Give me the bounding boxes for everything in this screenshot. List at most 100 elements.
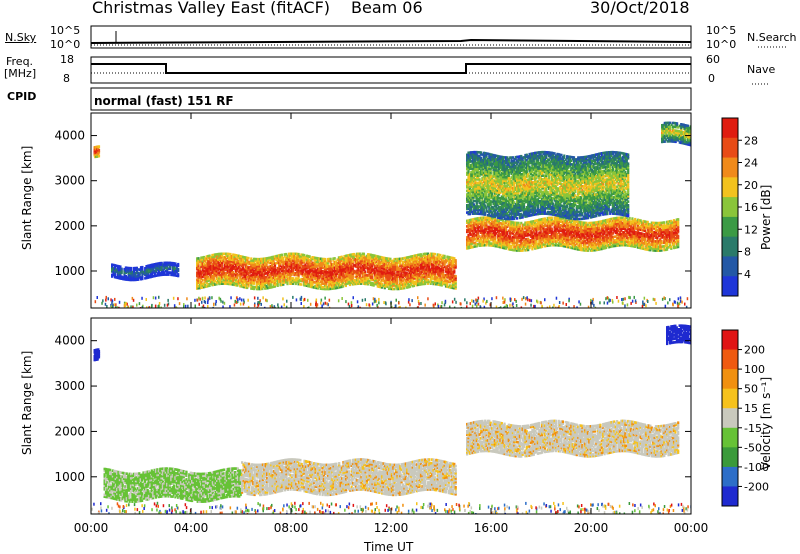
data-cell — [325, 280, 328, 284]
data-cell — [419, 265, 423, 269]
data-cell — [339, 269, 342, 272]
data-cell — [335, 263, 338, 267]
data-cell — [317, 258, 320, 262]
data-cell — [222, 274, 225, 278]
data-cell — [550, 233, 553, 236]
data-cell — [468, 233, 471, 237]
data-cell — [491, 227, 494, 231]
data-cell — [538, 235, 541, 238]
data-cell — [203, 266, 206, 269]
data-cell — [496, 230, 499, 234]
data-cell — [466, 245, 469, 248]
data-cell — [250, 266, 253, 270]
data-cell — [579, 221, 583, 224]
data-cell — [328, 285, 331, 289]
data-cell — [400, 267, 403, 271]
data-cell — [437, 266, 441, 270]
data-cell — [209, 278, 213, 282]
data-cell — [466, 219, 469, 223]
data-cell — [350, 262, 353, 265]
data-cell — [403, 265, 406, 269]
data-cell — [317, 262, 320, 265]
data-cell — [380, 275, 384, 279]
data-cell — [596, 241, 599, 244]
data-cell — [529, 224, 533, 227]
data-cell — [577, 248, 580, 251]
data-cell — [120, 271, 123, 275]
data-cell — [255, 286, 258, 289]
data-cell — [568, 238, 571, 242]
data-cell — [554, 234, 558, 238]
data-cell — [335, 272, 338, 276]
data-cell — [606, 238, 609, 242]
data-cell — [631, 243, 634, 246]
data-cell — [131, 278, 134, 282]
data-cell — [517, 221, 520, 225]
data-cell — [432, 258, 435, 261]
data-cell — [475, 217, 478, 220]
data-cell — [200, 270, 203, 274]
data-cell — [260, 273, 263, 277]
data-cell — [251, 261, 254, 264]
data-cell — [360, 271, 363, 275]
data-cell — [232, 255, 235, 258]
data-cell — [563, 243, 566, 246]
data-cell — [574, 227, 577, 230]
data-cell — [595, 223, 598, 226]
data-cell — [311, 272, 314, 276]
data-cell — [301, 279, 304, 283]
data-cell — [260, 257, 263, 261]
data-cell — [298, 255, 302, 258]
data-cell — [609, 234, 612, 238]
data-cell — [414, 270, 417, 273]
data-cell — [579, 223, 583, 226]
data-cell — [418, 272, 421, 276]
data-cell — [414, 259, 417, 263]
data-cell — [408, 269, 411, 273]
data-cell — [168, 267, 172, 271]
data-cell — [453, 279, 456, 283]
data-cell — [520, 229, 523, 232]
data-cell — [173, 274, 176, 277]
data-cell — [399, 287, 402, 290]
data-cell — [485, 225, 488, 229]
data-cell — [283, 273, 286, 277]
data-cell — [347, 266, 350, 269]
data-cell — [586, 241, 589, 245]
data-cell — [592, 245, 595, 248]
data-cell — [582, 223, 585, 226]
data-cell — [347, 264, 350, 268]
data-cell — [404, 282, 407, 286]
data-cell — [493, 220, 496, 224]
data-cell — [638, 246, 641, 249]
data-cell — [568, 233, 571, 236]
data-cell — [499, 234, 502, 238]
data-cell — [418, 274, 421, 278]
data-cell — [488, 233, 491, 236]
data-cell — [392, 264, 395, 268]
data-cell — [453, 257, 456, 260]
data-cell — [350, 272, 353, 276]
data-cell — [432, 254, 435, 258]
data-cell — [613, 239, 616, 242]
data-cell — [262, 269, 265, 273]
data-cell — [579, 224, 583, 228]
data-cell — [214, 272, 217, 276]
data-cell — [319, 264, 322, 268]
data-cell — [534, 232, 537, 236]
data-cell — [287, 271, 290, 275]
data-cell — [609, 236, 612, 239]
data-cell — [433, 261, 436, 265]
data-cell — [246, 256, 249, 260]
data-cell — [239, 258, 242, 262]
data-cell — [531, 238, 534, 242]
data-cell — [504, 241, 508, 245]
data-cell — [244, 277, 247, 280]
data-cell — [646, 248, 649, 251]
data-cell — [300, 258, 303, 262]
data-cell — [304, 284, 307, 287]
data-cell — [257, 271, 260, 275]
data-cell — [159, 267, 162, 270]
data-cell — [367, 282, 370, 286]
data-cell — [392, 287, 395, 291]
